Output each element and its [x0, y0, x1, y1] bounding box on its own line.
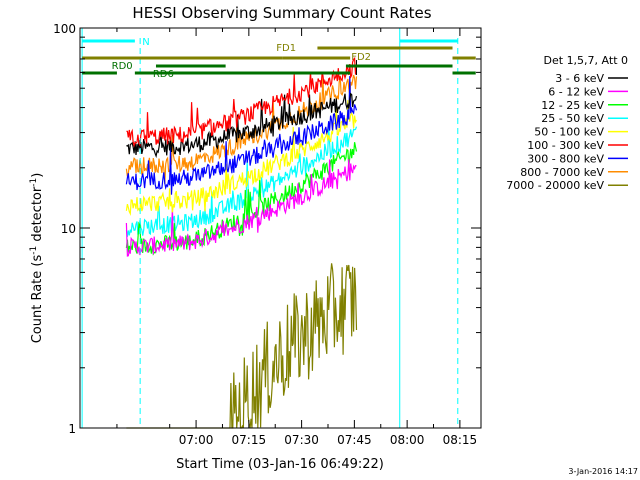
legend-label-0: 3 - 6 keV: [555, 72, 604, 85]
series-line-1: [125, 159, 357, 257]
x-tick-label: 08:15: [443, 433, 478, 447]
series-line-2: [125, 142, 358, 256]
flag-label-fd1: FD1: [276, 43, 296, 54]
legend-label-1: 6 - 12 keV: [548, 85, 604, 98]
x-tick-label: 07:15: [232, 433, 267, 447]
y-axis-label: Count Rate (s-1 detector-1): [29, 173, 45, 344]
series-line-6: [125, 76, 358, 195]
x-tick-label: 07:45: [337, 433, 372, 447]
legend-label-8: 7000 - 20000 keV: [506, 179, 604, 192]
legend-label-6: 300 - 800 keV: [527, 152, 604, 165]
series-line-4: [125, 100, 358, 216]
flag-label-rd0: RD0: [112, 61, 133, 72]
observing-flags: N FD1 FD2 RD0 RD6: [81, 28, 476, 428]
x-tick-label: 08:00: [390, 433, 425, 447]
flag-label-n: N: [142, 37, 149, 48]
x-tick-label: 07:00: [179, 433, 214, 447]
series-line-8: [126, 263, 358, 429]
x-tick-label: 07:30: [284, 433, 319, 447]
plot-timestamp: 3-Jan-2016 14:17: [568, 467, 638, 476]
series-line-7: [125, 74, 358, 185]
y-tick-label: 10: [61, 222, 76, 236]
legend-label-3: 25 - 50 keV: [541, 112, 604, 125]
data-layer: [125, 56, 358, 429]
y-tick-label: 1: [68, 422, 76, 436]
legend-header: Det 1,5,7, Att 0: [544, 54, 628, 67]
chart-title: HESSI Observing Summary Count Rates: [132, 4, 431, 22]
axis-layer: 07:00 07:15 07:30 07:45 08:00 08:15 1 10 100: [53, 22, 481, 447]
legend-label-2: 12 - 25 keV: [541, 99, 604, 112]
legend-label-4: 50 - 100 keV: [534, 126, 604, 139]
series-line-5: [126, 56, 358, 148]
legend-label-7: 800 - 7000 keV: [520, 166, 604, 179]
x-axis-label: Start Time (03-Jan-16 06:49:22): [176, 457, 384, 472]
y-tick-label: 100: [53, 22, 76, 36]
legend-label-5: 100 - 300 keV: [527, 139, 604, 152]
series-line-0: [126, 92, 358, 159]
series-line-3: [125, 126, 358, 237]
flag-label-fd2: FD2: [351, 52, 371, 63]
flag-label-rd6: RD6: [153, 69, 174, 80]
